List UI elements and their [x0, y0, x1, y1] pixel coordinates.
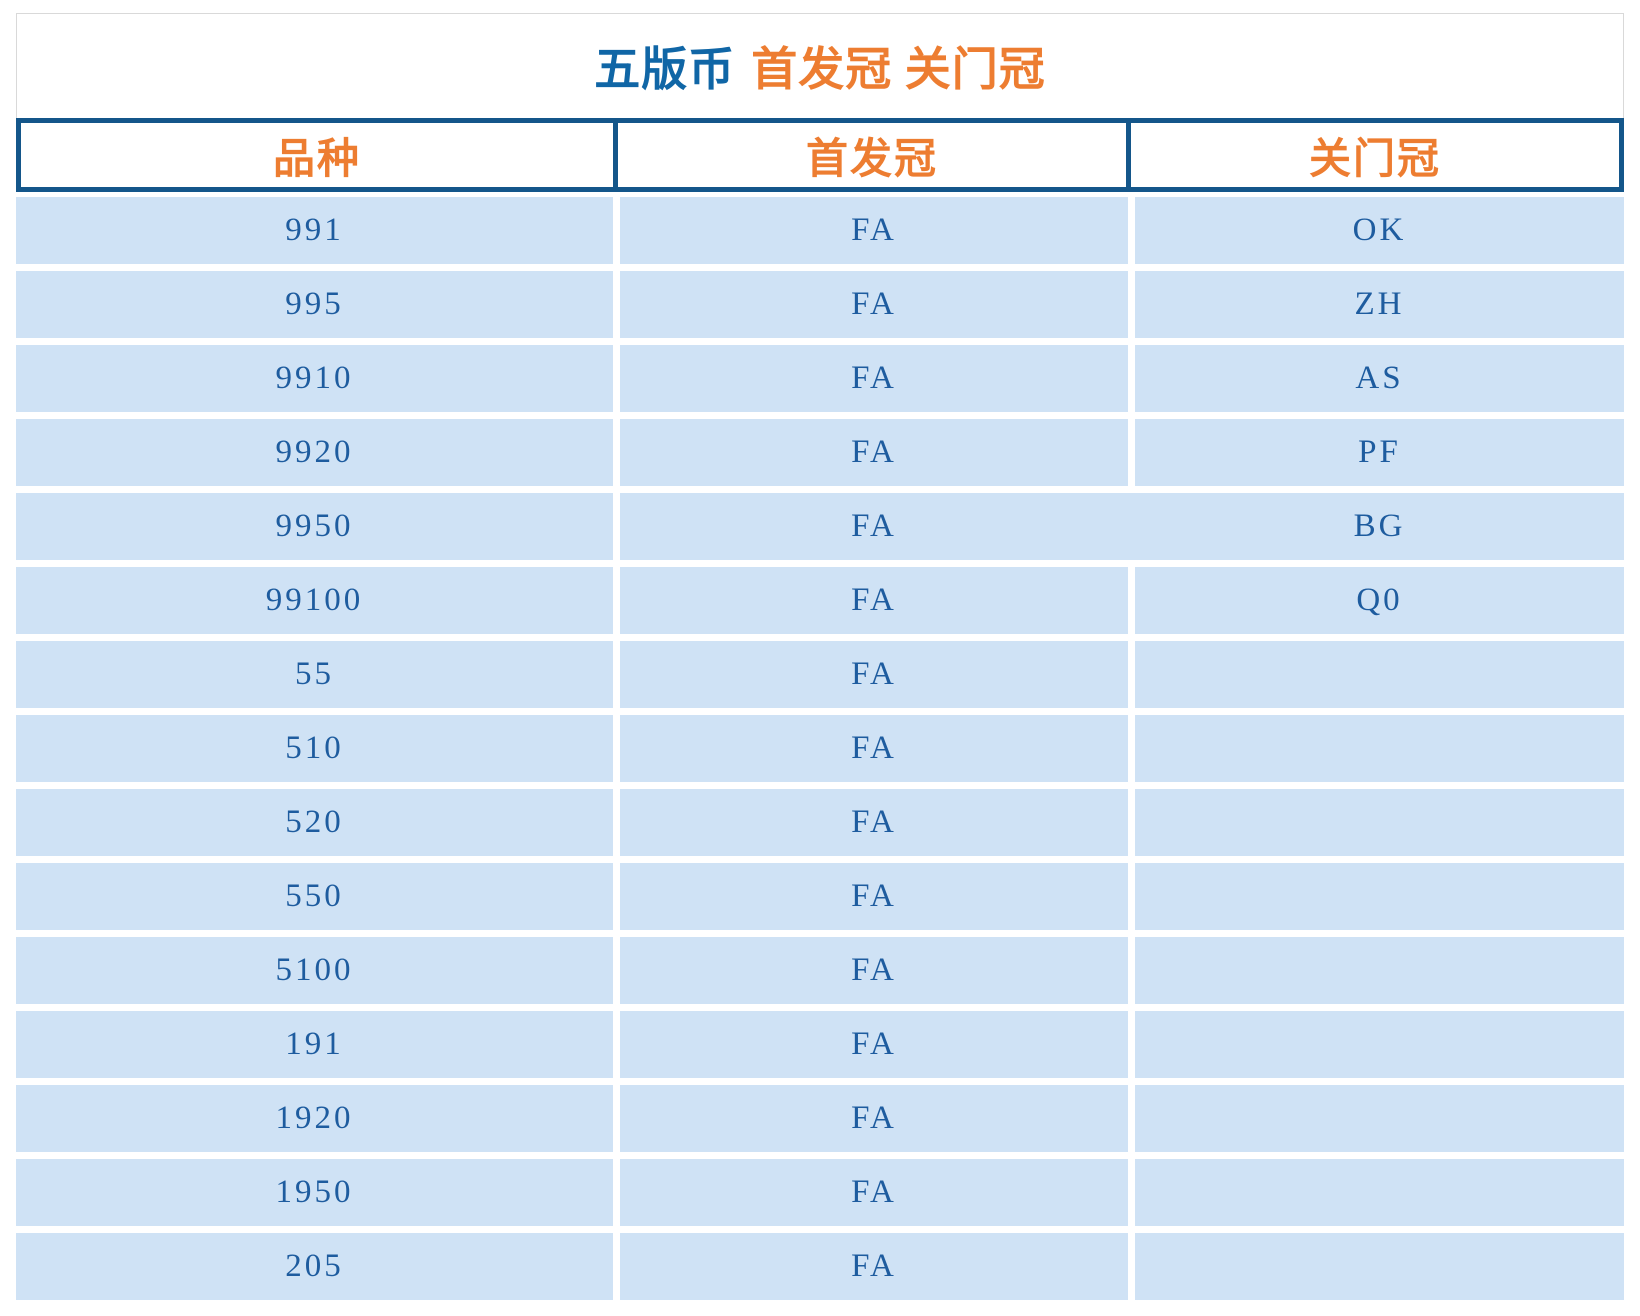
table-body: 991 FA OK 995 FA ZH 9910 FA AS 9920 FA P…: [16, 197, 1624, 1300]
variety-cell: 5100: [16, 937, 613, 1004]
first-prefix-cell: FA: [620, 863, 1128, 930]
last-prefix-cell: [1135, 937, 1624, 1004]
variety-cell: 205: [16, 1233, 613, 1300]
table-row: 1920 FA: [16, 1085, 1624, 1152]
first-prefix-cell: FA: [620, 197, 1128, 264]
variety-cell: 191: [16, 1011, 613, 1078]
merged-prefix-cell: FA BG: [620, 493, 1624, 560]
first-prefix-cell: FA: [620, 715, 1128, 782]
column-header-last-prefix: 关门冠: [1131, 123, 1619, 187]
variety-cell: 9950: [16, 493, 613, 560]
variety-cell: 1950: [16, 1159, 613, 1226]
last-prefix-cell: ZH: [1135, 271, 1624, 338]
variety-cell: 991: [16, 197, 613, 264]
table-row: 9920 FA PF: [16, 419, 1624, 486]
table-row-merged: 9950 FA BG: [16, 493, 1624, 560]
first-prefix-cell: FA: [620, 345, 1128, 412]
table-row: 991 FA OK: [16, 197, 1624, 264]
last-prefix-cell: [1135, 1233, 1624, 1300]
last-prefix-cell: [1135, 1011, 1624, 1078]
table-row: 205 FA: [16, 1233, 1624, 1300]
table-row: 5100 FA: [16, 937, 1624, 1004]
first-prefix-cell: FA: [620, 567, 1128, 634]
variety-cell: 9910: [16, 345, 613, 412]
title-series: 五版币: [594, 44, 736, 95]
last-prefix-cell: [1135, 1159, 1624, 1226]
variety-cell: 99100: [16, 567, 613, 634]
first-prefix-cell: FA: [620, 789, 1128, 856]
first-prefix-cell: FA: [620, 1159, 1128, 1226]
table-row: 191 FA: [16, 1011, 1624, 1078]
table-row: 99100 FA Q0: [16, 567, 1624, 634]
first-prefix-cell: FA: [620, 1011, 1128, 1078]
first-prefix-cell: FA: [620, 1085, 1128, 1152]
last-prefix-cell: [1135, 789, 1624, 856]
variety-cell: 550: [16, 863, 613, 930]
title-subtitle: 首发冠 关门冠: [751, 44, 1046, 95]
table-row: 1950 FA: [16, 1159, 1624, 1226]
table-row: 9910 FA AS: [16, 345, 1624, 412]
first-prefix-cell: FA: [620, 419, 1128, 486]
variety-cell: 55: [16, 641, 613, 708]
first-prefix-cell: FA: [620, 641, 1128, 708]
variety-cell: 520: [16, 789, 613, 856]
column-header-variety: 品种: [21, 123, 613, 187]
first-prefix-cell: FA: [620, 271, 1128, 338]
variety-cell: 1920: [16, 1085, 613, 1152]
last-prefix-cell: [1135, 715, 1624, 782]
table-row: 520 FA: [16, 789, 1624, 856]
column-header-first-prefix: 首发冠: [618, 123, 1126, 187]
last-prefix-cell: OK: [1135, 197, 1624, 264]
prefix-table: 五版币 首发冠 关门冠 品种 首发冠 关门冠 991 FA OK 995 FA Z…: [16, 13, 1624, 1300]
variety-cell: 510: [16, 715, 613, 782]
table-row: 995 FA ZH: [16, 271, 1624, 338]
last-prefix-cell: [1135, 1085, 1624, 1152]
header-row: 品种 首发冠 关门冠: [16, 118, 1624, 192]
last-prefix-cell: [1135, 641, 1624, 708]
last-prefix-cell: PF: [1135, 419, 1624, 486]
last-prefix-cell: BG: [1353, 508, 1406, 544]
variety-cell: 9920: [16, 419, 613, 486]
variety-cell: 995: [16, 271, 613, 338]
table-row: 510 FA: [16, 715, 1624, 782]
last-prefix-cell: [1135, 863, 1624, 930]
first-prefix-cell: FA: [620, 937, 1128, 1004]
page-title: 五版币 首发冠 关门冠: [16, 13, 1624, 118]
last-prefix-cell: Q0: [1135, 567, 1624, 634]
table-row: 55 FA: [16, 641, 1624, 708]
first-prefix-cell: FA: [851, 508, 897, 544]
last-prefix-cell: AS: [1135, 345, 1624, 412]
first-prefix-cell: FA: [620, 1233, 1128, 1300]
table-row: 550 FA: [16, 863, 1624, 930]
